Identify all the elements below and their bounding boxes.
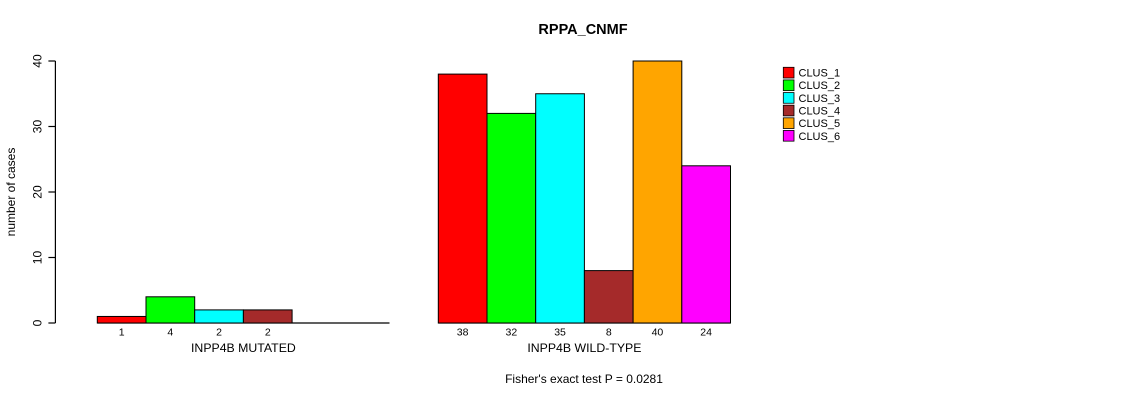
- chart-title-group: RPPA_CNMF: [538, 22, 627, 38]
- bar-value-label: 4: [167, 327, 173, 339]
- legend-label: CLUS_1: [799, 68, 841, 80]
- bars-group: 1 4 2 2 INPP4B MUTATED 38 32 35 8 40 24 INPP4B WILD…: [96, 60, 731, 355]
- bar-value-label: 24: [700, 327, 712, 339]
- bar-value-label: 2: [216, 327, 222, 339]
- bar-clus_1: [96, 315, 147, 324]
- y-axis-tick-label: 20: [31, 185, 45, 199]
- bar-clus_3: [535, 93, 585, 324]
- bar-clus_2: [145, 296, 196, 324]
- bar-clus_4: [583, 270, 634, 324]
- bar-clus_3: [194, 309, 244, 324]
- bar-clus_4: [242, 309, 293, 324]
- bar-value-label: 1: [119, 327, 125, 339]
- bar-value-label: 32: [506, 327, 518, 339]
- legend-swatch-clus_6: [782, 130, 795, 142]
- legend-label: CLUS_6: [799, 131, 841, 143]
- bar-value-label: 8: [606, 327, 612, 339]
- bar-value-label: 35: [554, 327, 566, 339]
- bar-clus_1: [437, 73, 488, 324]
- legend-label: CLUS_2: [799, 80, 841, 92]
- bar-clus_5: [632, 60, 683, 324]
- y-axis-title: number of cases: [4, 148, 18, 237]
- y-axis-tick-label: 30: [31, 120, 45, 134]
- legend-label: CLUS_4: [799, 105, 841, 117]
- stats-footer: Fisher's exact test P = 0.0281: [505, 372, 663, 386]
- legend-swatch-clus_4: [782, 104, 795, 117]
- footer-group: Fisher's exact test P = 0.0281: [505, 372, 663, 386]
- y-axis-tick-label: 10: [31, 251, 45, 265]
- legend-label: CLUS_3: [799, 93, 841, 105]
- y-axis-tick-label: 40: [31, 54, 45, 68]
- bar-value-label: 38: [457, 327, 469, 339]
- legend-label: CLUS_5: [799, 118, 841, 130]
- y-axis-tick-label: 0: [31, 319, 45, 326]
- bar-clus_6: [681, 165, 731, 324]
- legend-swatch-clus_2: [782, 79, 795, 92]
- group-label: INPP4B WILD-TYPE: [527, 341, 641, 355]
- legend-swatch-clus_5: [782, 117, 795, 129]
- bar-value-label: 2: [265, 327, 271, 339]
- chart-title: RPPA_CNMF: [538, 22, 627, 38]
- group-label: INPP4B MUTATED: [191, 341, 296, 355]
- legend-swatch-clus_1: [782, 66, 795, 79]
- bar-clus_2: [486, 112, 537, 324]
- y-axis-group: 0 10 20 30 40 number of cases: [4, 54, 57, 326]
- bar-value-label: 40: [652, 327, 664, 339]
- legend-swatch-clus_3: [782, 92, 795, 104]
